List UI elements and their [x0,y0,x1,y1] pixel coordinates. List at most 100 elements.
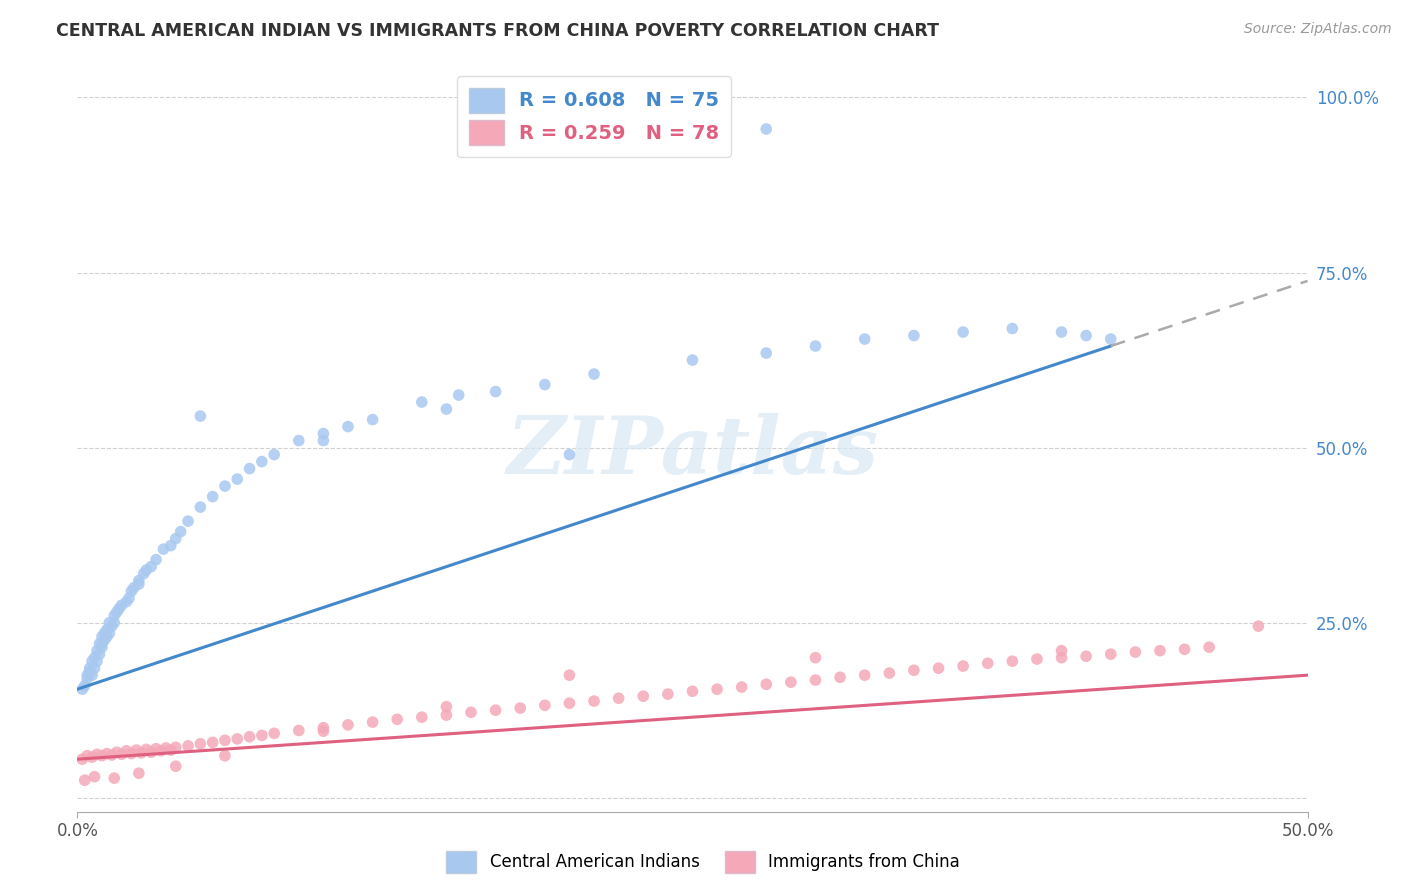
Point [103,608,125,623]
Point [201,735,224,749]
Point [152,542,174,557]
Point [103,771,125,785]
Point [188,500,212,515]
Point [103,615,125,630]
Point [73,679,96,693]
Point [86,643,108,657]
Point [79,665,101,679]
Point [583,367,606,381]
Point [657,687,679,701]
Point [111,747,132,762]
Point [70,752,93,766]
Point [1125,645,1147,659]
Point [830,670,852,684]
Point [145,741,167,756]
Point [76,748,98,763]
Point [165,759,187,773]
Point [101,747,124,762]
Point [82,654,104,668]
Point [188,409,212,423]
Point [312,426,335,441]
Point [239,730,262,744]
Text: Source: ZipAtlas.com: Source: ZipAtlas.com [1244,22,1392,37]
Point [288,723,311,738]
Point [165,532,187,546]
Point [105,745,128,759]
Point [682,684,704,698]
Point [101,619,124,633]
Point [122,581,145,595]
Point [250,454,273,468]
Point [98,626,121,640]
Point [312,724,335,739]
Point [534,698,557,713]
Point [853,668,876,682]
Point [115,594,138,608]
Point [160,539,183,553]
Point [928,661,950,675]
Point [804,673,827,687]
Point [755,122,778,136]
Point [706,682,728,697]
Point [1099,332,1122,346]
Point [214,733,236,747]
Point [214,748,236,763]
Point [76,672,98,686]
Point [361,412,384,426]
Point [411,710,433,724]
Point [177,514,200,528]
Point [201,490,224,504]
Point [288,434,311,448]
Point [312,721,335,735]
Point [633,689,655,703]
Point [558,668,581,682]
Point [583,694,606,708]
Point [1149,643,1171,657]
Point [129,746,153,760]
Point [96,630,118,644]
Point [121,747,143,761]
Point [90,748,114,763]
Point [96,623,118,637]
Point [83,661,105,675]
Point [1026,652,1049,666]
Point [263,726,285,740]
Point [226,731,249,746]
Point [558,696,581,710]
Point [731,680,754,694]
Point [607,691,630,706]
Point [903,328,925,343]
Point [76,668,98,682]
Point [170,524,193,539]
Point [952,325,974,339]
Point [682,353,704,368]
Point [90,637,114,651]
Point [145,552,167,566]
Point [86,747,108,762]
Point [509,701,531,715]
Point [108,601,131,615]
Point [135,563,157,577]
Point [436,402,458,417]
Point [1001,321,1024,335]
Point [118,591,141,606]
Point [73,773,96,788]
Point [70,682,93,697]
Point [485,703,508,717]
Text: ZIPatlas: ZIPatlas [506,413,879,491]
Point [105,605,128,619]
Point [79,661,101,675]
Point [155,741,177,756]
Point [903,663,925,677]
Point [82,668,104,682]
Point [82,750,104,764]
Point [86,654,108,668]
Point [141,745,163,759]
Point [141,559,163,574]
Point [98,615,121,630]
Point [436,708,458,723]
Point [780,675,803,690]
Point [804,339,827,353]
Point [853,332,876,346]
Point [90,640,114,655]
